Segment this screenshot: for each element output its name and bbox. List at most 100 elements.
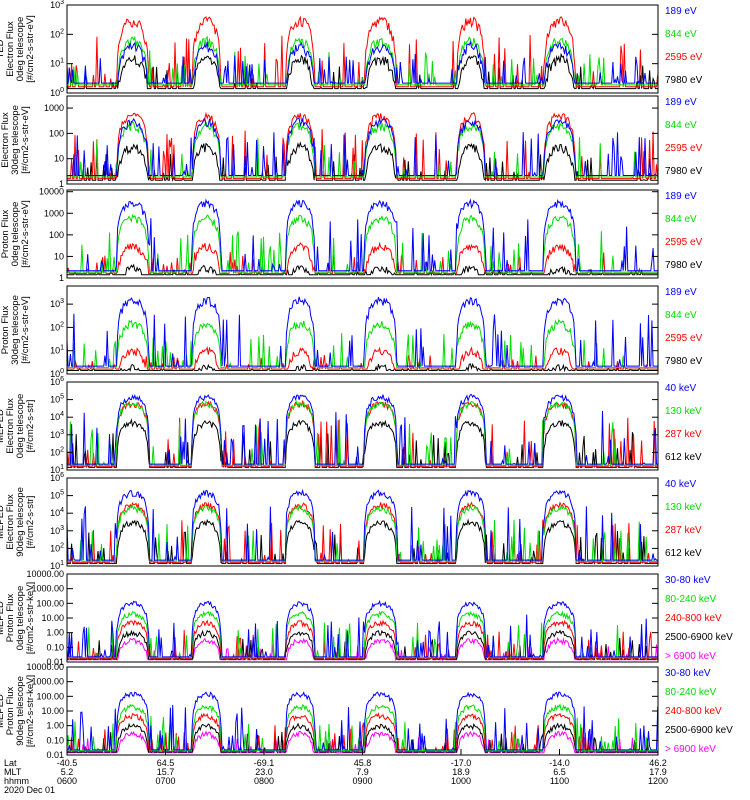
legend-entry: 7980 eV	[665, 356, 703, 367]
x-tick-label: 5.2	[61, 767, 74, 777]
y-tick-label: 104	[50, 507, 64, 518]
y-tick-label: 102	[50, 28, 64, 39]
series--6900-kev-line	[67, 636, 658, 662]
y-tick-label: 102	[50, 321, 64, 332]
legend-entry: 2595 eV	[665, 237, 703, 248]
y-tick-label: 104	[50, 411, 64, 422]
legend-entry: 844 eV	[665, 310, 697, 321]
series-189-ev-line	[67, 198, 658, 272]
legend-entry: 189 eV	[665, 97, 697, 108]
y-tick-label: 100.00	[36, 691, 64, 701]
panel-6-traces	[67, 488, 658, 565]
series-240-800-kev-line	[67, 712, 658, 752]
y-tick-label: 10000.00	[26, 662, 64, 672]
y-tick-label: 0.10	[46, 642, 64, 652]
series-40-kev-line	[67, 488, 658, 562]
y-tick-label: 100	[49, 230, 64, 240]
legend-entry: 612 keV	[665, 452, 702, 463]
x-tick-label: -17.0	[451, 758, 472, 768]
panel-7-traces	[67, 599, 658, 662]
series-2595-ev-line	[67, 111, 658, 180]
x-tick-label: 46.2	[649, 758, 667, 768]
legend-entry: 189 eV	[665, 191, 697, 202]
x-tick-label: -69.1	[254, 758, 275, 768]
y-axis-label-line: [#/cm2-s-str-keV]	[25, 675, 36, 747]
series-612-kev-line	[67, 518, 658, 565]
y-axis-label-line: [#/cm2-s-str-eV]	[20, 106, 31, 174]
y-axis-label-line: Proton Flux	[0, 209, 11, 258]
series-844-ev-line	[67, 35, 658, 87]
x-tick-label: 1100	[550, 776, 569, 786]
legend-entry: 130 keV	[665, 406, 702, 417]
series-30-80-kev-line	[67, 599, 658, 658]
y-tick-label: 101	[50, 345, 64, 356]
y-axis-label-line: [#/cm2-s-str-eV]	[20, 200, 31, 268]
x-tick-label: 0700	[155, 776, 175, 786]
series-2500-6900-kev-line	[67, 629, 658, 661]
y-tick-label: 106	[50, 472, 64, 483]
panel-1: 100 101 102 103 TED Electron Flux 0deg telesco…	[0, 0, 703, 98]
x-tick-label: -40.5	[57, 758, 78, 768]
x-row-label: hhmm	[4, 776, 29, 786]
legend-entry: 287 keV	[665, 429, 702, 440]
legend-entry: 189 eV	[665, 6, 697, 17]
legend-entry: 7980 eV	[665, 75, 703, 86]
y-tick-label: 1	[59, 179, 64, 189]
x-tick-label: 23.0	[255, 767, 273, 777]
panel-5: 101 102 103 104 105 106 MEPED Electron Flux 0deg…	[0, 376, 702, 475]
y-tick-label: 101	[50, 464, 64, 475]
y-axis-label-line: Electron Flux	[0, 112, 11, 168]
legend-entry: 7980 eV	[665, 260, 703, 271]
legend-entry: 2595 eV	[665, 333, 703, 344]
y-axis-label-line: [#/cm2-s-str-eV]	[20, 296, 31, 364]
panel-3: 1 10 100 1000 10000 Proton Flux 0deg telescope…	[0, 187, 703, 283]
legend-entry: > 6900 keV	[665, 651, 716, 662]
y-axis-label-line: MEPED	[0, 409, 6, 443]
y-axis-label-line: 30deg telescope	[10, 295, 21, 365]
y-tick-label: 10	[54, 154, 64, 164]
y-tick-label: 10000.00	[26, 569, 64, 579]
y-axis-label-line: Electron Flux	[5, 398, 16, 454]
panel-frame	[66, 95, 659, 185]
panel-3-traces	[67, 198, 658, 277]
y-axis-label-line: 0deg telescope	[15, 394, 26, 458]
x-tick-label: 0800	[254, 776, 274, 786]
x-tick-label: 18.9	[452, 767, 470, 777]
x-row-label: Lat	[4, 758, 17, 768]
legend-entry: 612 keV	[665, 548, 702, 559]
y-tick-label: 1000.00	[31, 584, 64, 594]
x-tick-label: 64.5	[157, 758, 175, 768]
y-tick-label: 10.00	[41, 706, 64, 716]
legend-entry: 844 eV	[665, 214, 697, 225]
panel-8: 0.01 0.10 1.00 10.00 100.00 1000.00 10000.00 ME…	[0, 662, 733, 760]
series-287-kev-line	[67, 399, 658, 467]
y-tick-label: 100	[49, 128, 64, 138]
series-7980-ev-line	[67, 362, 658, 373]
panel-frame	[66, 4, 659, 94]
y-axis-label-line: [#/cm2-s-str-keV]	[25, 582, 36, 654]
x-tick-label: 15.7	[157, 767, 175, 777]
legend-entry: > 6900 keV	[665, 744, 716, 755]
panel-frame	[66, 285, 659, 375]
x-tick-label: 45.8	[354, 758, 372, 768]
panel-1-traces	[67, 15, 658, 90]
y-tick-label: 10000	[39, 187, 64, 197]
panel-4-traces	[67, 296, 658, 373]
series-2595-ev-line	[67, 346, 658, 371]
x-row-label: MLT	[4, 767, 22, 777]
series-2595-ev-line	[67, 15, 658, 89]
series-80-240-kev-line	[67, 610, 658, 659]
panel-frame	[66, 477, 659, 567]
y-axis-label-line: MEPED	[0, 505, 6, 539]
legend-entry: 2595 eV	[665, 52, 703, 63]
series-30-80-kev-line	[67, 691, 658, 751]
y-tick-label: 10	[54, 251, 64, 261]
y-tick-label: 106	[50, 376, 64, 387]
y-tick-label: 102	[50, 446, 64, 457]
y-tick-label: 105	[50, 490, 64, 501]
panel-8-traces	[67, 691, 658, 754]
y-axis-label-line: 0deg telescope	[15, 17, 26, 81]
x-tick-label: 17.9	[649, 767, 667, 777]
